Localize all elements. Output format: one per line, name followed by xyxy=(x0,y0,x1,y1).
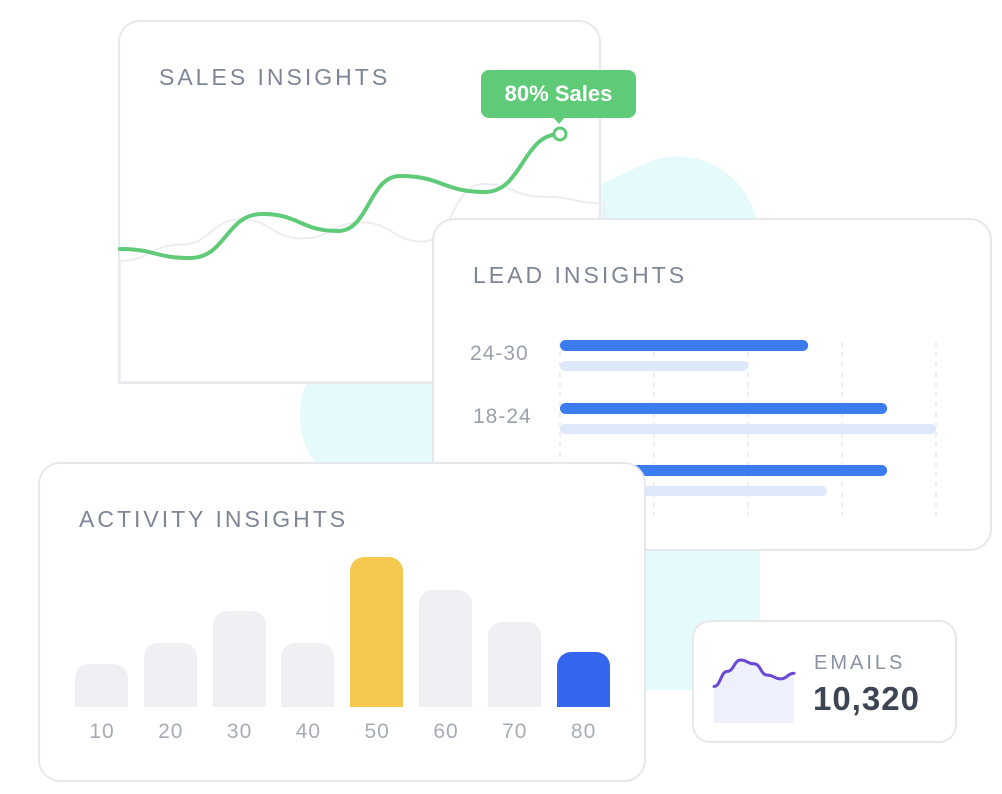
activity-bar xyxy=(75,663,128,707)
activity-bar xyxy=(487,621,541,707)
emails-label: EMAILS xyxy=(814,652,906,674)
lead-insights-title: LEAD INSIGHTS xyxy=(473,262,688,288)
activity-x-tick: 10 xyxy=(89,720,115,743)
activity-x-tick: 60 xyxy=(433,720,459,743)
emails-area-fill xyxy=(714,690,794,723)
activity-bar xyxy=(143,642,197,707)
lead-category-label: 18-24 xyxy=(473,405,532,428)
activity-x-tick: 70 xyxy=(502,720,528,743)
activity-bar xyxy=(556,651,610,707)
sales-endpoint-marker xyxy=(552,126,568,142)
sales-tooltip-arrow xyxy=(552,116,566,124)
activity-bar xyxy=(350,557,404,707)
emails-value: 10,320 xyxy=(813,680,920,717)
activity-insights-card: ACTIVITY INSIGHTS xyxy=(38,462,646,782)
activity-x-tick: 50 xyxy=(364,720,390,743)
emails-sparkline xyxy=(712,658,796,723)
activity-bar xyxy=(281,642,335,707)
lead-bar-secondary xyxy=(560,424,936,434)
activity-x-tick: 30 xyxy=(226,720,253,743)
sales-background-series xyxy=(119,182,605,383)
lead-category-label: 24-30 xyxy=(470,342,529,365)
lead-bar-secondary xyxy=(560,361,748,371)
sales-insights-title: SALES INSIGHTS xyxy=(159,64,391,90)
sales-line-series xyxy=(118,132,562,261)
emails-line xyxy=(712,658,796,688)
activity-insights-title: ACTIVITY INSIGHTS xyxy=(79,506,349,532)
activity-x-tick: 20 xyxy=(158,720,184,743)
sales-tooltip: 80% Sales xyxy=(481,70,636,118)
lead-bar-primary xyxy=(560,340,809,351)
emails-card: EMAILS 10,320 xyxy=(692,620,957,743)
activity-x-tick: 80 xyxy=(570,720,597,743)
activity-bar xyxy=(419,590,472,707)
lead-bar-primary xyxy=(560,403,888,414)
activity-x-tick: 40 xyxy=(295,720,322,743)
activity-bar xyxy=(212,611,266,707)
